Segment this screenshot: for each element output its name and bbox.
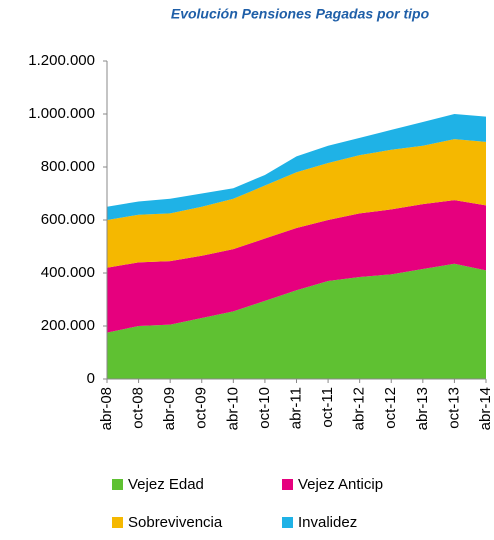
legend-label: Vejez Anticip <box>298 476 383 493</box>
area <box>107 114 486 220</box>
chart-title: Evolución Pensiones Pagadas por tipo <box>171 6 430 22</box>
y-tick-label: 1.000.000 <box>28 105 95 122</box>
x-tick-label: oct-08 <box>130 387 147 429</box>
x-tick-label: abr-12 <box>351 387 368 430</box>
x-tick-label: oct-10 <box>256 387 273 429</box>
y-tick-label: 200.000 <box>41 317 95 334</box>
y-tick-label: 800.000 <box>41 158 95 175</box>
y-tick-label: 600.000 <box>41 211 95 228</box>
legend-label: Sobrevivencia <box>128 514 223 531</box>
x-tick-label: abr-13 <box>414 387 431 430</box>
legend-label: Invalidez <box>298 514 357 531</box>
x-tick-label: abr-10 <box>224 387 241 430</box>
x-tick-label: abr-09 <box>161 387 178 430</box>
x-tick-label: oct-11 <box>319 387 336 428</box>
area <box>107 139 486 268</box>
x-tick-label: abr-08 <box>98 387 115 430</box>
x-tick-label: oct-09 <box>193 387 210 429</box>
x-tick-label: abr-14 <box>477 387 494 430</box>
legend-swatch <box>282 517 293 528</box>
y-tick-label: 1.200.000 <box>28 52 95 69</box>
area <box>107 200 486 333</box>
y-tick-label: 400.000 <box>41 264 95 281</box>
y-tick-label: 0 <box>87 370 95 387</box>
x-tick-label: oct-13 <box>445 387 462 429</box>
legend-label: Vejez Edad <box>128 476 204 493</box>
legend-swatch <box>112 479 123 490</box>
legend-swatch <box>112 517 123 528</box>
area <box>107 263 486 379</box>
x-tick-label: abr-11 <box>287 387 304 429</box>
legend-swatch <box>282 479 293 490</box>
x-tick-label: oct-12 <box>382 387 399 429</box>
